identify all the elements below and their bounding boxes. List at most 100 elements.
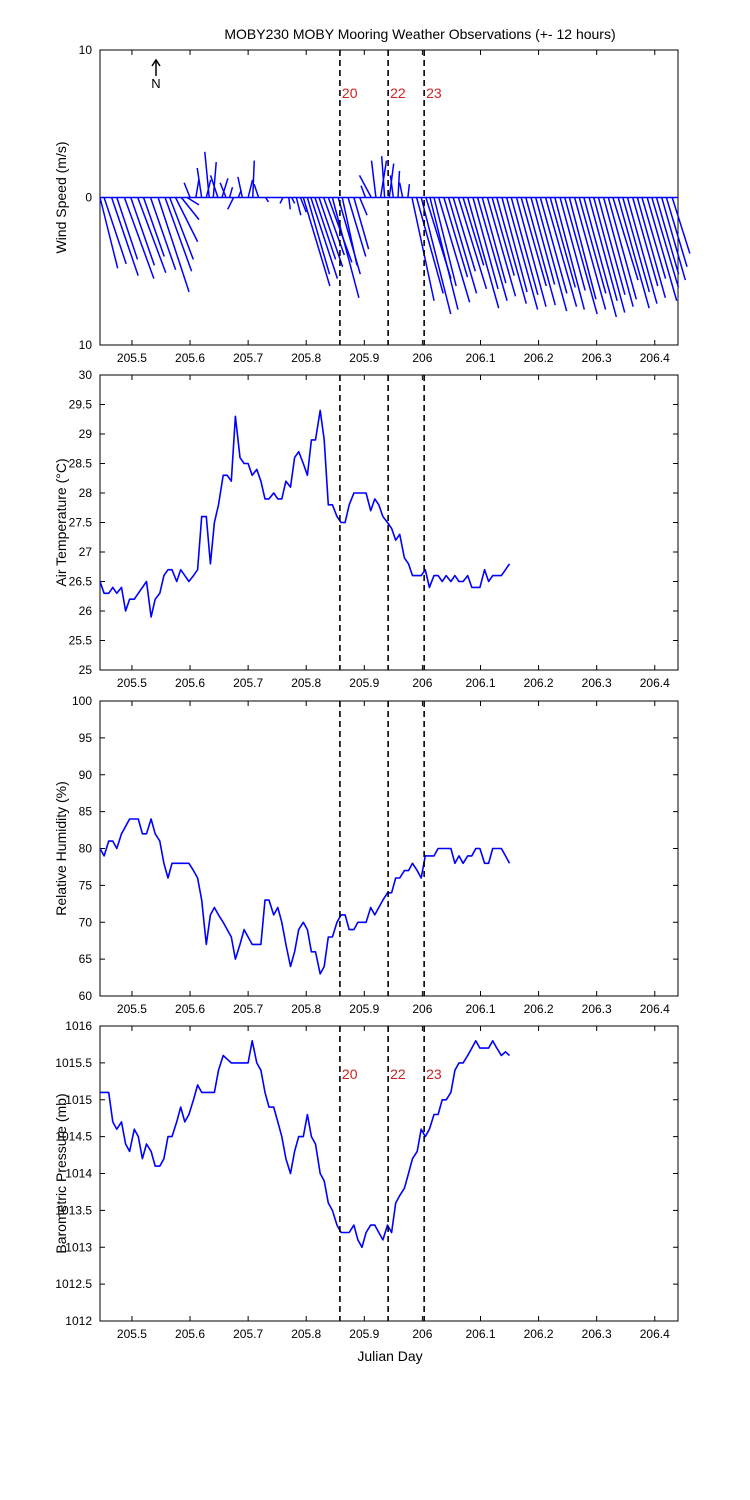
- wind-stick: [429, 197, 459, 310]
- wind-stick: [306, 197, 331, 275]
- x-tick-label: 206: [412, 1327, 432, 1341]
- x-tick-label: 205.5: [117, 1327, 147, 1341]
- wind-stick: [397, 170, 401, 198]
- chart-panel-2: 205.5 205.6 205.7 205.8 205.9 206 206.1 206.2 20…: [53, 368, 679, 690]
- x-tick-label: 205.9: [349, 351, 379, 365]
- wind-stick: [209, 175, 219, 198]
- data-line: [100, 1040, 511, 1249]
- wind-stick: [407, 184, 411, 198]
- event-marker-label: 22: [390, 1066, 406, 1082]
- wind-stick: [588, 197, 618, 301]
- y-tick-label: 1016: [65, 1019, 92, 1033]
- x-tick-label: 206.1: [465, 676, 495, 690]
- y-tick-label: 27.5: [69, 516, 93, 530]
- wind-stick: [568, 197, 597, 300]
- x-axis-label: Julian Day: [357, 1348, 422, 1364]
- wind-stick: [539, 197, 568, 294]
- wind-stick: [123, 197, 155, 279]
- wind-stick: [597, 197, 626, 296]
- wind-stick: [510, 197, 539, 296]
- y-tick-label: 75: [79, 878, 93, 892]
- wind-stick: [380, 156, 386, 198]
- x-tick-label: 205.6: [175, 351, 205, 365]
- wind-stick: [183, 182, 191, 198]
- wind-stick: [462, 197, 485, 266]
- wind-stick: [358, 175, 372, 198]
- wind-stick: [295, 197, 302, 216]
- wind-stick: [622, 197, 651, 293]
- wind-stick: [612, 197, 639, 281]
- y-tick-label: 100: [72, 694, 92, 708]
- wind-stick: [142, 197, 165, 257]
- event-marker-label: 20: [342, 85, 358, 101]
- wind-stick: [671, 197, 691, 254]
- north-arrowhead-icon: [151, 58, 161, 67]
- wind-stick: [227, 197, 235, 210]
- wind-stick: [559, 197, 586, 291]
- wind-stick: [411, 197, 435, 301]
- y-axis-label: Air Temperature (°C): [53, 458, 69, 586]
- x-tick-label: 205.8: [291, 1327, 321, 1341]
- wind-stick: [137, 197, 167, 273]
- y-tick-label: 29.5: [69, 398, 93, 412]
- y-tick-label: 1015: [65, 1093, 92, 1107]
- event-marker-label: 20: [342, 1066, 358, 1082]
- wind-stick: [505, 197, 539, 310]
- x-tick-label: 206.1: [465, 1002, 495, 1016]
- wind-stick: [491, 197, 515, 276]
- y-tick-label: 28: [79, 486, 93, 500]
- x-tick-label: 206.2: [524, 1002, 554, 1016]
- wind-stick: [481, 197, 507, 284]
- chart-panel-1: 205.5 205.6 205.7 205.8 205.9 206 206.1 206.2 20…: [53, 43, 691, 365]
- x-tick-label: 206.2: [524, 351, 554, 365]
- wind-stick: [389, 175, 395, 198]
- wind-stick: [212, 162, 217, 198]
- x-tick-label: 206.3: [582, 351, 612, 365]
- wind-stick: [515, 197, 547, 307]
- x-tick-label: 205.9: [349, 676, 379, 690]
- wind-stick: [433, 197, 457, 287]
- x-tick-label: 206.2: [524, 1327, 554, 1341]
- wind-stick: [472, 197, 499, 290]
- wind-stick: [358, 197, 368, 216]
- y-tick-label: 1014.5: [55, 1130, 92, 1144]
- wind-stick: [288, 197, 292, 210]
- wind-stick: [327, 197, 353, 263]
- wind-stick: [655, 197, 680, 275]
- wind-stick: [631, 197, 659, 287]
- x-tick-label: 205.6: [175, 1002, 205, 1016]
- wind-stick: [149, 197, 177, 271]
- wind-stick: [253, 183, 260, 198]
- wind-stick: [291, 197, 296, 204]
- x-tick-label: 206: [412, 1002, 432, 1016]
- x-tick-label: 206.4: [640, 1002, 670, 1016]
- wind-stick: [174, 197, 199, 243]
- x-tick-label: 205.8: [291, 1002, 321, 1016]
- wind-stick: [110, 197, 139, 276]
- north-label: N: [151, 76, 160, 91]
- wind-stick: [237, 176, 244, 198]
- wind-stick: [279, 197, 284, 204]
- wind-stick: [370, 160, 377, 198]
- wind-stick: [318, 197, 344, 268]
- chart-panel-3: 205.5 205.6 205.7 205.8 205.9 206 206.1 206.2 20…: [53, 694, 679, 1016]
- event-marker-label: 23: [426, 85, 442, 101]
- x-tick-label: 205.7: [233, 351, 263, 365]
- x-tick-label: 205.8: [291, 676, 321, 690]
- x-tick-label: 206.4: [640, 1327, 670, 1341]
- wind-stick: [299, 197, 308, 213]
- y-tick-label: 30: [79, 368, 93, 382]
- wind-stick: [302, 197, 331, 287]
- wind-stick: [228, 186, 234, 198]
- y-tick-label: 85: [79, 805, 93, 819]
- event-marker-label: 23: [426, 1066, 442, 1082]
- y-tick-label: 29: [79, 427, 93, 441]
- y-tick-label: 10: [79, 43, 93, 57]
- wind-stick: [549, 197, 576, 288]
- wind-stick: [103, 197, 127, 265]
- y-axis-label: Wind Speed (m/s): [53, 141, 69, 253]
- wind-stick: [501, 197, 528, 293]
- x-tick-label: 206.2: [524, 676, 554, 690]
- wind-stick: [636, 197, 667, 299]
